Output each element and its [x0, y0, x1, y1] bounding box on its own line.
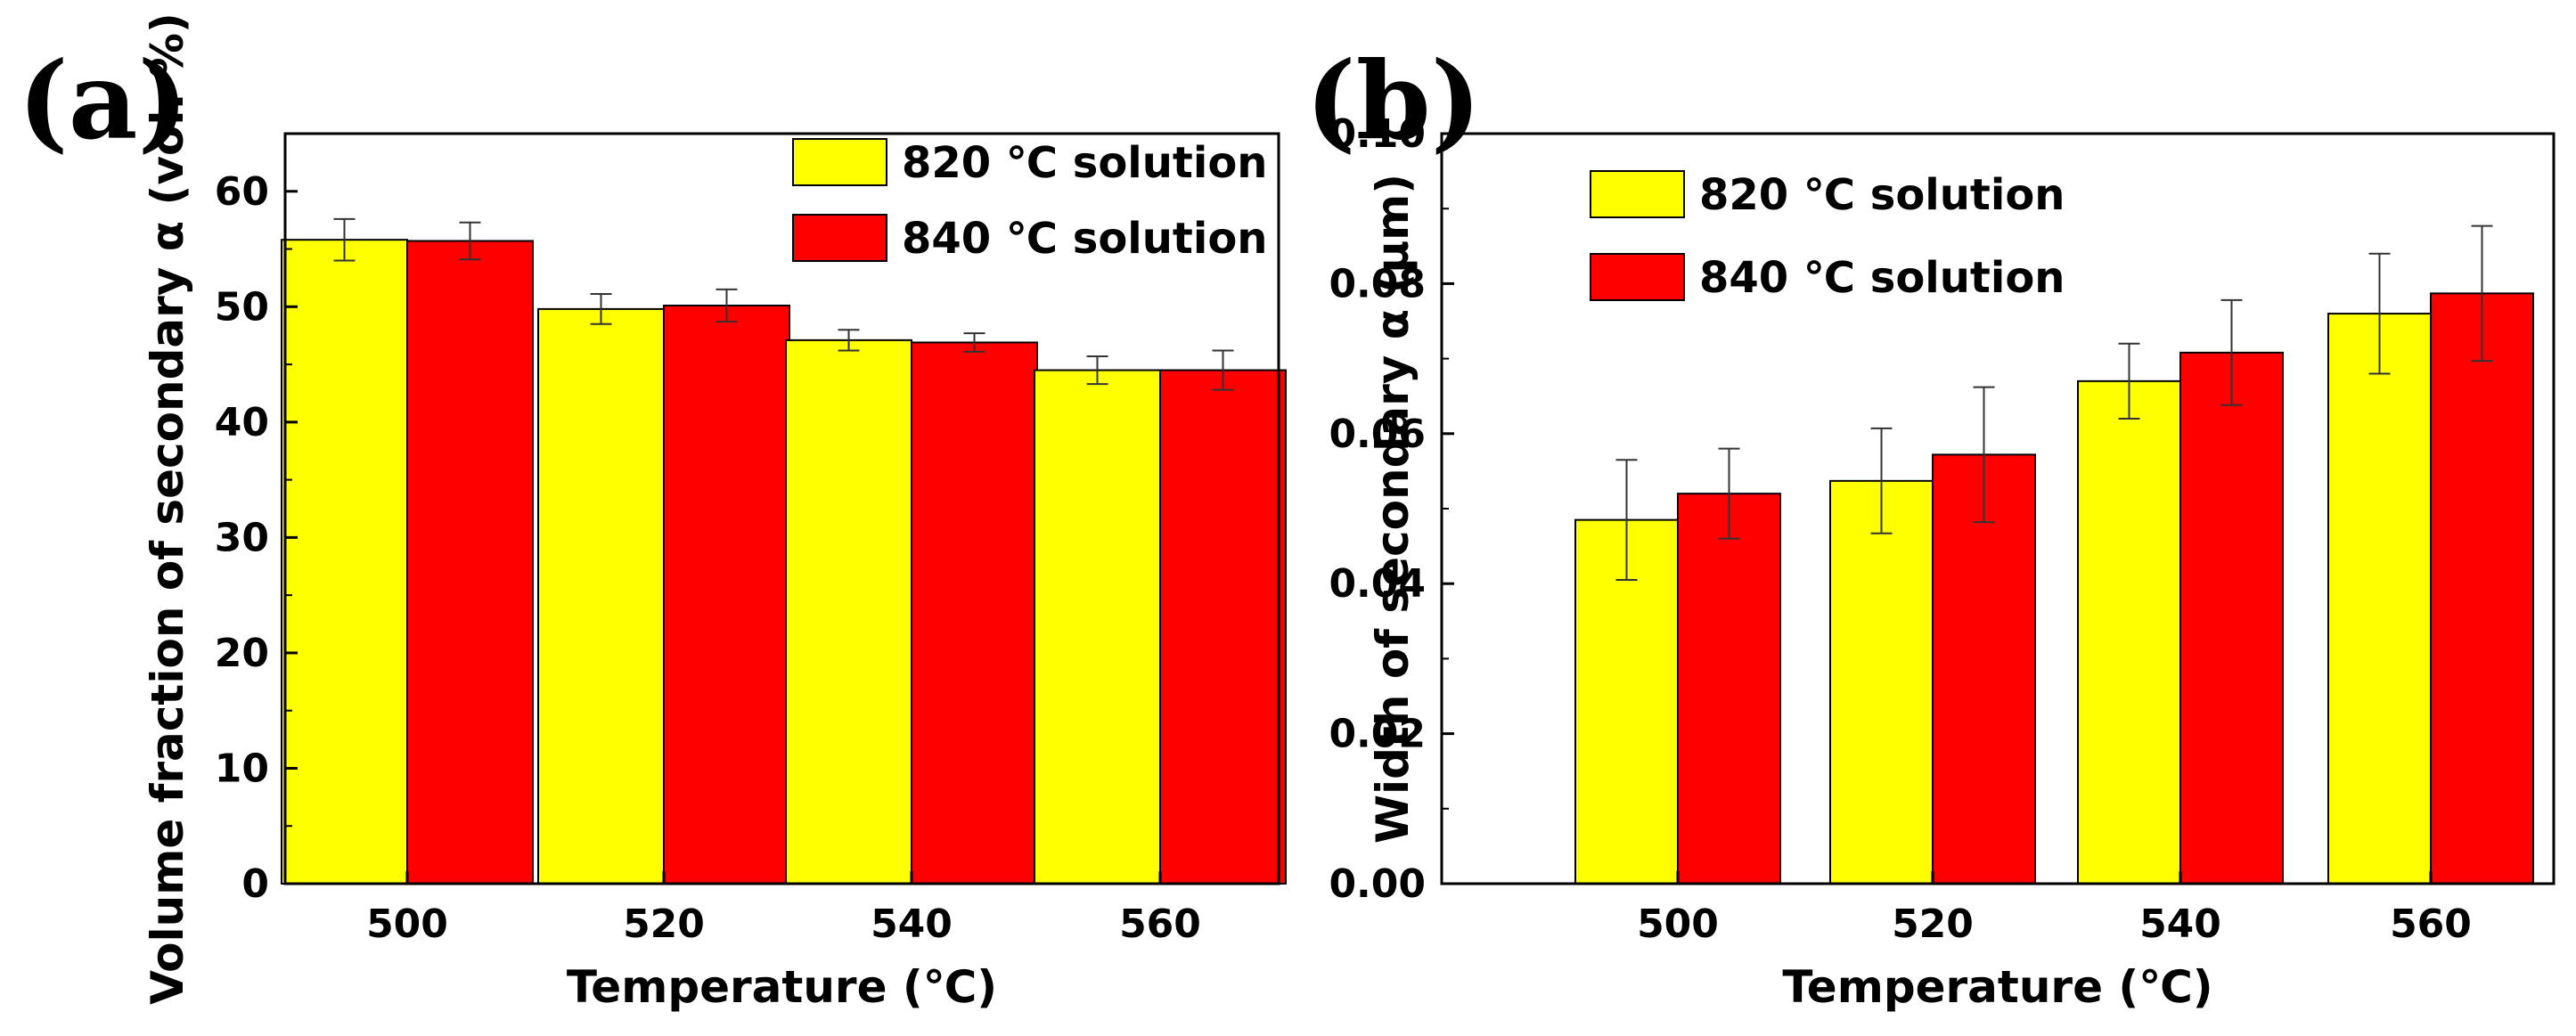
- bar-820-540: [785, 339, 912, 885]
- bar-820-560: [2327, 313, 2432, 885]
- bar-840-540: [911, 341, 1038, 885]
- y-tick-label: 0: [241, 861, 269, 907]
- error-bar-820-560: [1086, 355, 1108, 386]
- bar-840-520: [663, 305, 790, 885]
- error-bar-840-560: [2471, 224, 2493, 363]
- x-axis-title: Temperature (℃): [567, 961, 997, 1013]
- panel-b: (b) 0.00 0.02 0.04 0.06 0.08 0.10 500 520 540 560 T…: [1305, 38, 2556, 1013]
- error-bar-840-540: [2220, 298, 2243, 406]
- error-bar-840-500: [1718, 447, 1740, 540]
- x-tick-label: 560: [2390, 901, 2472, 947]
- legend: 820 ℃ solution 840 ℃ solution: [792, 138, 1267, 264]
- error-bar-820-560: [2368, 252, 2391, 375]
- y-tick-label: 50: [215, 284, 269, 330]
- error-bar-820-500: [1615, 459, 1638, 581]
- x-tick-label: 540: [2139, 901, 2221, 947]
- error-bar-840-560: [1212, 349, 1234, 391]
- legend-label-820: 820 ℃ solution: [1699, 170, 2065, 220]
- error-bar-820-520: [590, 293, 612, 325]
- bar-820-520: [1829, 479, 1934, 885]
- legend-label-820: 820 ℃ solution: [902, 138, 1267, 188]
- y-tick-label: 0.06: [1329, 412, 1426, 457]
- error-bar-820-500: [333, 217, 356, 262]
- x-tick-label: 540: [871, 901, 953, 947]
- bar-820-500: [281, 239, 408, 885]
- y-tick-label: 0.02: [1329, 712, 1426, 757]
- x-tick-label: 500: [1637, 901, 1719, 947]
- y-axis-title: Volume fraction of secondary α (vol. %): [142, 12, 193, 1005]
- bar-820-540: [2077, 379, 2181, 885]
- bar-840-540: [2179, 351, 2284, 885]
- error-bar-820-540: [2118, 342, 2140, 420]
- legend-swatch-840: [792, 214, 887, 262]
- legend-label-840: 840 ℃ solution: [1699, 253, 2065, 303]
- x-tick-label: 560: [1119, 901, 1201, 947]
- error-bar-820-540: [838, 329, 860, 352]
- legend-swatch-820: [1590, 170, 1685, 218]
- bar-820-520: [537, 307, 665, 885]
- x-tick-label: 520: [1892, 901, 1974, 947]
- y-tick-label: 20: [215, 631, 269, 676]
- y-tick-label: 60: [215, 169, 269, 215]
- bar-820-560: [1034, 369, 1161, 885]
- bar-840-520: [1932, 453, 2036, 885]
- y-tick-label: 0.00: [1329, 861, 1426, 907]
- error-bar-840-520: [1973, 386, 1995, 524]
- x-tick-label: 520: [623, 901, 705, 947]
- x-tick-label: 500: [366, 901, 448, 947]
- y-tick-label: 0.08: [1329, 261, 1426, 306]
- panel-letter: (b): [1305, 38, 1481, 164]
- panel-a: (a) 0 10 20 30 40 50 60 500 520 540 560 Temperature …: [18, 12, 1287, 1013]
- panel-letter: (a): [18, 38, 188, 164]
- y-tick-label: 0.04: [1329, 561, 1426, 607]
- y-tick-label: 10: [215, 746, 269, 791]
- error-bar-840-540: [963, 332, 985, 353]
- legend-label-840: 840 ℃ solution: [902, 214, 1267, 264]
- bar-840-500: [406, 240, 534, 885]
- error-bar-820-520: [1870, 427, 1893, 534]
- y-axis-title: Width of secondary α (μm): [1367, 174, 1419, 844]
- x-axis-title: Temperature (℃): [1782, 961, 2212, 1013]
- bar-840-560: [2430, 292, 2534, 885]
- y-tick-label: 40: [215, 400, 269, 445]
- plot-frame: [283, 132, 1280, 885]
- legend: 820 ℃ solution 840 ℃ solution: [1590, 170, 2065, 303]
- bar-840-560: [1159, 369, 1287, 885]
- legend-swatch-820: [792, 138, 887, 186]
- legend-swatch-840: [1590, 253, 1685, 301]
- bar-840-500: [1677, 493, 1781, 885]
- error-bar-840-500: [459, 221, 481, 261]
- error-bar-840-520: [716, 288, 738, 323]
- y-tick-label: 30: [215, 515, 269, 560]
- y-tick-label: 0.10: [1329, 111, 1426, 157]
